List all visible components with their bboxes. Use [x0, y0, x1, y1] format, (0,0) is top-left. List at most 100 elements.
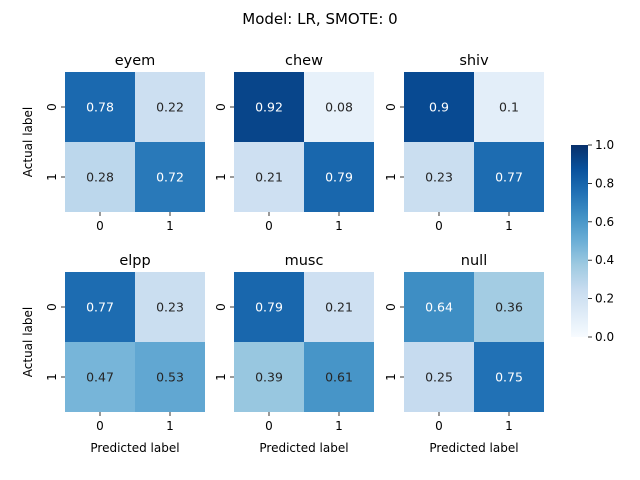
- cell-value-label: 0.92: [255, 100, 283, 115]
- heatmap-cell: [234, 142, 304, 212]
- cell-value-label: 0.79: [325, 170, 353, 185]
- x-tick-label: 0: [435, 219, 443, 233]
- cell-value-label: 0.21: [325, 300, 353, 315]
- x-axis-label: Predicted label: [90, 441, 179, 455]
- colorbar-tick-label: 0.4: [595, 253, 614, 267]
- heatmap-cell: [135, 342, 205, 412]
- cell-value-label: 0.77: [86, 300, 114, 315]
- heatmap-cell: [404, 72, 474, 142]
- colorbar: 0.0 0.2 0.4 0.6 0.8 1.0: [571, 138, 614, 344]
- panel-shiv: shiv 0.9 0.1 0.23 0.77 0 1 0 1: [384, 53, 544, 233]
- y-tick-label: 0: [384, 303, 398, 311]
- cell-value-label: 0.9: [429, 100, 449, 115]
- y-tick-label: 1: [214, 173, 228, 181]
- cell-value-label: 0.28: [86, 170, 114, 185]
- heatmap-cell: [135, 72, 205, 142]
- y-tick-label: 0: [214, 103, 228, 111]
- heatmap-cell: [135, 272, 205, 342]
- heatmap-cell: [404, 342, 474, 412]
- cell-value-label: 0.61: [325, 370, 353, 385]
- colorbar-tick-label: 0.0: [595, 330, 614, 344]
- cell-value-label: 0.36: [495, 300, 523, 315]
- x-tick-label: 1: [335, 419, 343, 433]
- heatmap-cell: [474, 342, 544, 412]
- cell-value-label: 0.75: [495, 370, 523, 385]
- heatmap-cell: [234, 272, 304, 342]
- x-tick-label: 0: [96, 219, 104, 233]
- cell-value-label: 0.25: [425, 370, 453, 385]
- panel-chew: chew 0.92 0.08 0.21 0.79 0 1 0 1: [214, 53, 374, 233]
- cell-value-label: 0.21: [255, 170, 283, 185]
- cell-value-label: 0.08: [325, 100, 353, 115]
- panels-group: eyem 0.78 0.22 0.28 0.72 0 1 0 1 Actual label chew…: [21, 53, 544, 455]
- y-tick-label: 1: [384, 173, 398, 181]
- cell-value-label: 0.78: [86, 100, 114, 115]
- heatmap-cell: [474, 72, 544, 142]
- cell-value-label: 0.22: [156, 100, 184, 115]
- cell-value-label: 0.39: [255, 370, 283, 385]
- heatmap-cell: [474, 272, 544, 342]
- heatmap-cell: [404, 142, 474, 212]
- panel-eyem: eyem 0.78 0.22 0.28 0.72 0 1 0 1 Actual label: [21, 53, 205, 233]
- heatmap-cell: [65, 272, 135, 342]
- figure-title: Model: LR, SMOTE: 0: [242, 10, 397, 28]
- heatmap-cell: [65, 142, 135, 212]
- y-tick-label: 1: [214, 373, 228, 381]
- heatmap-cell: [65, 342, 135, 412]
- y-tick-label: 1: [45, 173, 59, 181]
- heatmap-cell: [234, 72, 304, 142]
- panel-title: musc: [285, 253, 324, 269]
- cell-value-label: 0.72: [156, 170, 184, 185]
- panel-title: chew: [285, 53, 323, 69]
- heatmap-cell: [135, 142, 205, 212]
- y-tick-label: 0: [45, 303, 59, 311]
- panel-elpp: elpp 0.77 0.23 0.47 0.53 0 1 0 1 Actual label Pred…: [21, 253, 205, 455]
- heatmap-cell: [304, 142, 374, 212]
- x-tick-label: 0: [435, 419, 443, 433]
- colorbar-ticks: 0.0 0.2 0.4 0.6 0.8 1.0: [588, 138, 614, 344]
- panel-title: null: [461, 253, 487, 269]
- heatmap-cell: [304, 272, 374, 342]
- x-axis-label: Predicted label: [259, 441, 348, 455]
- x-tick-label: 1: [166, 419, 174, 433]
- panel-title: eyem: [115, 53, 156, 69]
- x-axis-label: Predicted label: [429, 441, 518, 455]
- colorbar-tick-label: 1.0: [595, 138, 614, 152]
- colorbar-tick-label: 0.2: [595, 292, 614, 306]
- cell-value-label: 0.64: [425, 300, 453, 315]
- cell-value-label: 0.77: [495, 170, 523, 185]
- y-tick-label: 1: [384, 373, 398, 381]
- heatmap-cell: [474, 142, 544, 212]
- cell-value-label: 0.23: [156, 300, 184, 315]
- panel-null: null 0.64 0.36 0.25 0.75 0 1 0 1 Predicted label: [384, 253, 544, 455]
- x-tick-label: 1: [335, 219, 343, 233]
- x-tick-label: 0: [265, 419, 273, 433]
- heatmap-cell: [404, 272, 474, 342]
- heatmap-cell: [304, 72, 374, 142]
- panel-title: shiv: [459, 53, 489, 69]
- cell-value-label: 0.53: [156, 370, 184, 385]
- y-tick-label: 0: [214, 303, 228, 311]
- colorbar-tick-label: 0.8: [595, 176, 614, 190]
- y-axis-label: Actual label: [21, 107, 35, 177]
- panel-title: elpp: [119, 253, 150, 269]
- y-axis-label: Actual label: [21, 307, 35, 377]
- heatmap-cell: [65, 72, 135, 142]
- x-tick-label: 1: [505, 219, 513, 233]
- colorbar-tick-label: 0.6: [595, 215, 614, 229]
- x-tick-label: 0: [96, 419, 104, 433]
- x-tick-label: 1: [505, 419, 513, 433]
- heatmap-cell: [234, 342, 304, 412]
- panel-musc: musc 0.79 0.21 0.39 0.61 0 1 0 1 Predicted label: [214, 253, 374, 455]
- x-tick-label: 0: [265, 219, 273, 233]
- colorbar-gradient: [571, 145, 588, 337]
- x-tick-label: 1: [166, 219, 174, 233]
- cell-value-label: 0.79: [255, 300, 283, 315]
- cell-value-label: 0.1: [499, 100, 519, 115]
- y-tick-label: 0: [45, 103, 59, 111]
- heatmap-cell: [304, 342, 374, 412]
- cell-value-label: 0.23: [425, 170, 453, 185]
- y-tick-label: 1: [45, 373, 59, 381]
- cell-value-label: 0.47: [86, 370, 114, 385]
